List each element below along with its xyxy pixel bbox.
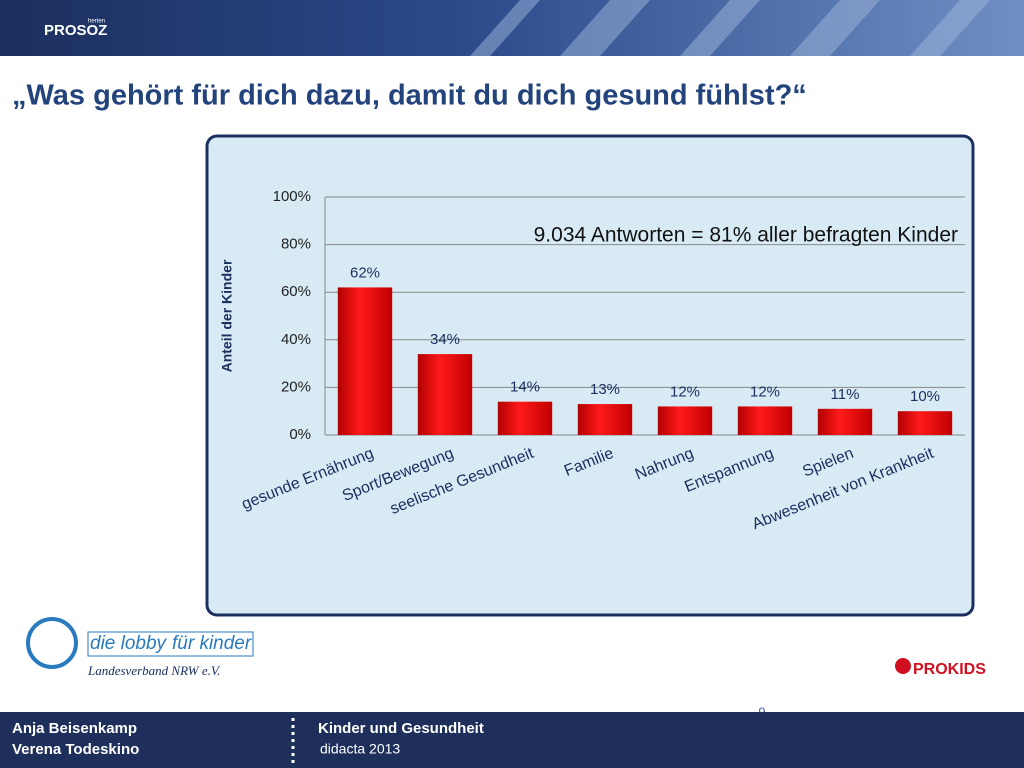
y-tick-label: 20% [281, 378, 311, 395]
value-label: 62% [350, 264, 380, 281]
bar [337, 287, 393, 435]
landesverband: Landesverband NRW e.V. [87, 663, 221, 678]
y-tick-label: 60% [281, 283, 311, 300]
value-label: 11% [831, 386, 860, 403]
lobby-text: für kinder [172, 633, 252, 654]
footer-event: didacta 2013 [320, 741, 400, 757]
y-tick-label: 40% [281, 331, 311, 348]
footer-author: Anja Beisenkamp [12, 720, 137, 737]
bar [737, 406, 793, 435]
prokids-icon [895, 658, 911, 674]
bar [577, 404, 633, 435]
footer-author: Verena Todeskino [12, 741, 139, 758]
header-stripes [470, 0, 990, 56]
page-number: 9 [758, 704, 765, 719]
bar [657, 406, 713, 435]
bar [417, 354, 473, 435]
header-logo: PROSOZ [44, 22, 107, 39]
chart-panel [205, 134, 975, 617]
bar [497, 401, 553, 435]
prokids-logo: PROKIDS [913, 661, 986, 678]
value-label: 10% [910, 388, 940, 405]
bar [817, 408, 873, 435]
dksb-logo [26, 617, 78, 669]
lobby-text: die lobby [90, 633, 168, 654]
bar [897, 411, 953, 435]
lobby-box [87, 631, 254, 657]
y-tick-label: 100% [273, 188, 311, 205]
value-label: 13% [590, 381, 620, 398]
footer-topic: Kinder und Gesundheit [318, 720, 484, 737]
value-label: 34% [430, 331, 460, 348]
y-tick-label: 80% [281, 236, 311, 253]
value-label: 14% [510, 379, 540, 396]
y-tick-label: 0% [289, 426, 311, 443]
footer-band [0, 712, 1024, 768]
slide-title: „Was gehört für dich dazu, damit du dich… [12, 80, 807, 112]
y-axis-label: Anteil der Kinder [219, 259, 235, 372]
value-label: 12% [750, 383, 780, 400]
annotation: 9.034 Antworten = 81% aller befragten Ki… [534, 224, 958, 247]
header-logo-sub: herten [88, 19, 105, 25]
value-label: 12% [670, 383, 700, 400]
